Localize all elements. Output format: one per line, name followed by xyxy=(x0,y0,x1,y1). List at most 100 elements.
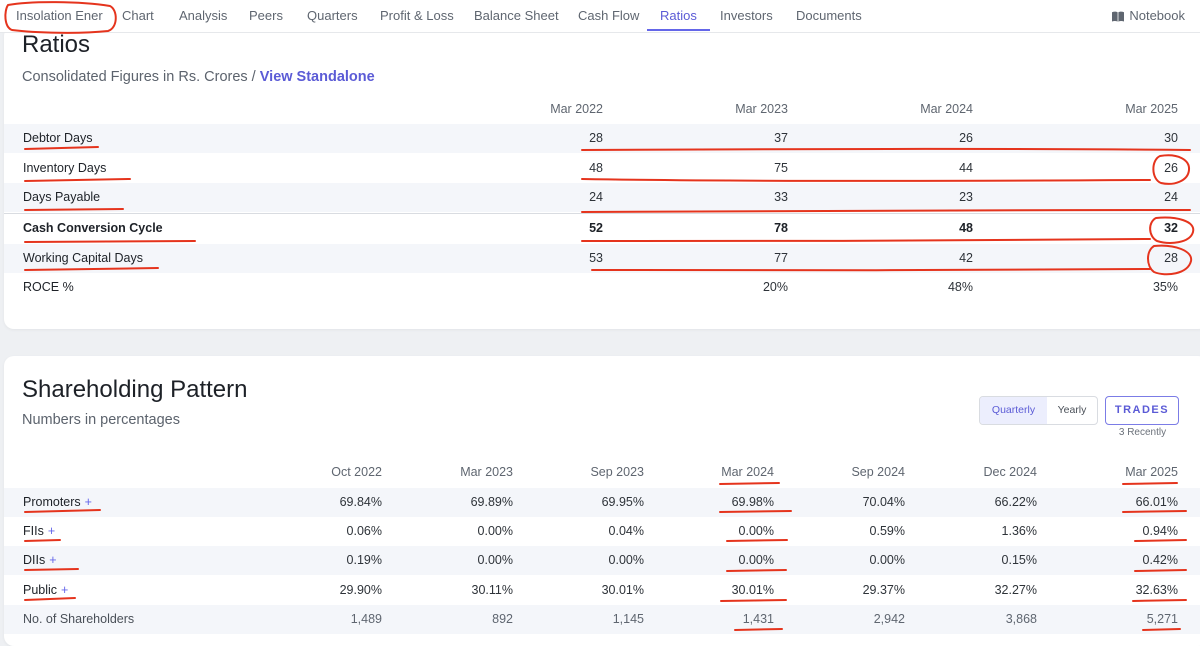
table-row: Promoters + 69.84% 69.89% 69.95% 69.98% 7… xyxy=(4,488,1200,517)
table-cell: 30.01% xyxy=(601,583,644,597)
share-col-header: Dec 2024 xyxy=(983,465,1037,479)
row-label-text: FIIs xyxy=(23,524,44,538)
ratios-title: Ratios xyxy=(22,31,91,58)
shareholding-title: Shareholding Pattern xyxy=(22,376,248,403)
period-toggle: Quarterly Yearly xyxy=(979,396,1098,425)
trades-button[interactable]: TRADES xyxy=(1105,396,1179,425)
share-col-header: Sep 2024 xyxy=(851,465,905,479)
table-cell: 0.19% xyxy=(346,553,382,567)
table-cell: 48 xyxy=(589,161,603,175)
table-cell: 23 xyxy=(959,190,973,204)
table-row: FIIs + 0.06% 0.00% 0.04% 0.00% 0.59% 1.36… xyxy=(4,517,1200,546)
table-cell: 29.90% xyxy=(339,583,382,597)
ratios-col-header: Mar 2024 xyxy=(920,102,973,116)
nav-tab-documents[interactable]: Documents xyxy=(796,8,862,23)
table-cell: 66.22% xyxy=(994,495,1037,509)
table-cell: 32.27% xyxy=(994,583,1037,597)
nav-tab-quarters[interactable]: Quarters xyxy=(307,8,358,23)
row-label: Debtor Days xyxy=(23,131,93,145)
table-cell: 0.42% xyxy=(1142,553,1178,567)
nav-tab-balance-sheet[interactable]: Balance Sheet xyxy=(474,8,559,23)
table-cell: 26 xyxy=(959,131,973,145)
row-label[interactable]: FIIs + xyxy=(23,517,55,546)
table-cell: 2,942 xyxy=(873,612,905,626)
table-cell: 0.00% xyxy=(738,553,774,567)
row-label[interactable]: Public + xyxy=(23,576,68,605)
notebook-button[interactable]: Notebook xyxy=(1112,0,1185,32)
table-cell: 69.95% xyxy=(601,495,644,509)
table-row: No. of Shareholders 1,489 892 1,145 1,43… xyxy=(4,605,1200,634)
table-cell: 66.01% xyxy=(1135,495,1178,509)
table-cell: 24 xyxy=(589,190,603,204)
share-col-header: Mar 2024 xyxy=(721,465,774,479)
row-label-text: DIIs xyxy=(23,553,46,567)
notebook-label: Notebook xyxy=(1129,8,1185,23)
table-cell: 24 xyxy=(1164,190,1178,204)
ratios-subtitle: Consolidated Figures in Rs. Crores / Vie… xyxy=(22,69,375,85)
quarterly-option[interactable]: Quarterly xyxy=(980,397,1047,424)
table-cell: 35% xyxy=(1152,280,1178,294)
table-cell: 29.37% xyxy=(862,583,905,597)
expand-plus-icon[interactable]: + xyxy=(47,524,56,538)
table-cell: 0.00% xyxy=(738,524,774,538)
ratios-section: Ratios Consolidated Figures in Rs. Crore… xyxy=(4,26,1200,329)
table-row: Public + 29.90% 30.11% 30.01% 30.01% 29.3… xyxy=(4,576,1200,605)
table-cell: 30 xyxy=(1164,131,1178,145)
view-standalone-link[interactable]: View Standalone xyxy=(259,69,375,85)
table-row: Cash Conversion Cycle 52 78 48 32 xyxy=(4,213,1200,243)
table-cell: 26 xyxy=(1164,161,1178,175)
table-cell: 69.89% xyxy=(470,495,513,509)
table-cell: 48 xyxy=(959,221,973,235)
table-cell: 78 xyxy=(774,221,788,235)
row-label: Days Payable xyxy=(23,190,101,204)
nav-tab-profit-loss[interactable]: Profit & Loss xyxy=(380,8,454,23)
table-cell: 37 xyxy=(774,131,788,145)
nav-tab-analysis[interactable]: Analysis xyxy=(179,8,228,23)
table-cell: 69.98% xyxy=(731,495,774,509)
nav-tab-investors[interactable]: Investors xyxy=(720,8,773,23)
table-cell: 0.00% xyxy=(477,553,513,567)
table-cell: 53 xyxy=(589,251,603,265)
shareholding-subtitle: Numbers in percentages xyxy=(22,412,180,428)
table-cell: 1,431 xyxy=(742,612,774,626)
table-cell: 32.63% xyxy=(1135,583,1178,597)
table-cell: 1,145 xyxy=(612,612,644,626)
table-cell: 52 xyxy=(589,221,603,235)
expand-plus-icon[interactable]: + xyxy=(61,583,69,597)
table-cell: 28 xyxy=(589,131,603,145)
table-cell: 0.00% xyxy=(477,524,513,538)
table-cell: 69.84% xyxy=(339,495,382,509)
table-cell: 0.59% xyxy=(869,524,905,538)
table-cell: 0.06% xyxy=(346,524,382,538)
table-cell: 0.15% xyxy=(1001,553,1037,567)
row-label: No. of Shareholders xyxy=(23,605,134,634)
row-label[interactable]: Promoters + xyxy=(23,488,92,517)
table-cell: 32 xyxy=(1164,221,1178,235)
row-label-text: No. of Shareholders xyxy=(23,612,135,626)
nav-tab-company[interactable]: Insolation Ener xyxy=(16,8,103,23)
row-label: Inventory Days xyxy=(23,161,107,175)
table-cell: 30.11% xyxy=(471,583,513,597)
table-row: Working Capital Days 53 77 42 28 xyxy=(4,244,1200,273)
row-label: ROCE % xyxy=(23,280,74,294)
top-nav: Insolation Ener Chart Analysis Peers Qua… xyxy=(0,0,1200,33)
expand-plus-icon[interactable]: + xyxy=(49,553,57,567)
table-row: DIIs + 0.19% 0.00% 0.00% 0.00% 0.00% 0.15… xyxy=(4,546,1200,575)
table-row: ROCE % 20% 48% 35% xyxy=(4,273,1200,302)
yearly-option[interactable]: Yearly xyxy=(1057,404,1087,416)
table-cell: 75 xyxy=(774,161,788,175)
table-cell: 20% xyxy=(762,280,788,294)
table-cell: 30.01% xyxy=(731,583,774,597)
table-cell: 0.94% xyxy=(1142,524,1178,538)
table-cell: 5,271 xyxy=(1146,612,1178,626)
row-label-text: Public xyxy=(23,583,58,597)
share-col-header: Mar 2025 xyxy=(1125,465,1178,479)
expand-plus-icon[interactable]: + xyxy=(84,495,92,509)
nav-tab-ratios[interactable]: Ratios xyxy=(647,0,710,32)
table-cell: 33 xyxy=(774,190,788,204)
nav-tab-cash-flow[interactable]: Cash Flow xyxy=(578,8,640,23)
nav-tab-chart[interactable]: Chart xyxy=(122,8,154,23)
row-label[interactable]: DIIs + xyxy=(23,546,57,575)
table-row: Inventory Days 48 75 44 26 xyxy=(4,154,1200,183)
nav-tab-peers[interactable]: Peers xyxy=(249,8,283,23)
